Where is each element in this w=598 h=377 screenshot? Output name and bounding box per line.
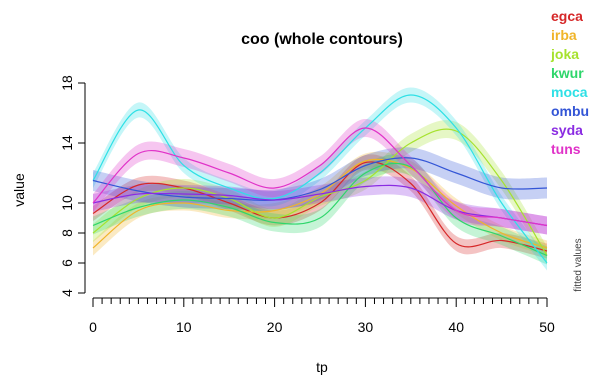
- x-tick-label: 10: [176, 319, 192, 335]
- band-irba: [93, 151, 547, 256]
- chart-title: coo (whole contours): [241, 31, 403, 48]
- x-tick-label: 30: [358, 319, 374, 335]
- line-joka: [92, 128, 548, 256]
- band-moca: [93, 87, 547, 271]
- y-tick-label: 8: [59, 229, 75, 237]
- y-tick-label: 18: [59, 75, 75, 91]
- y-tick-label: 4: [59, 289, 75, 297]
- legend: egca irba joka kwur moca ombu syda tuns: [550, 8, 589, 157]
- legend-entry-moca: moca: [551, 84, 588, 100]
- legend-entry-kwur: kwur: [551, 65, 584, 81]
- y-tick-label: 14: [59, 135, 75, 151]
- band-egca: [93, 154, 547, 259]
- y-tick-label: 10: [59, 195, 75, 211]
- y-axis: 4 6 8 10 14 18: [59, 75, 86, 297]
- line-ombu: [92, 157, 548, 202]
- legend-entry-egca: egca: [551, 8, 583, 24]
- fitted-values-label: fitted values: [573, 238, 584, 291]
- line-tuns: [92, 127, 548, 227]
- confidence-bands: [93, 87, 547, 271]
- line-kwur: [92, 162, 548, 257]
- legend-entry-syda: syda: [551, 122, 583, 138]
- legend-entry-irba: irba: [551, 27, 577, 43]
- x-tick-label: 40: [448, 319, 464, 335]
- band-joka: [93, 120, 547, 265]
- x-axis-label: tp: [316, 359, 328, 375]
- x-tick-label: 20: [267, 319, 283, 335]
- legend-entry-joka: joka: [550, 46, 579, 62]
- x-tick-label: 50: [539, 319, 555, 335]
- legend-entry-tuns: tuns: [551, 141, 581, 157]
- line-egca: [92, 161, 548, 252]
- band-tuns: [93, 119, 547, 235]
- line-moca: [92, 94, 548, 264]
- x-axis: 0 10 20 30 40 50: [89, 297, 555, 335]
- band-kwur: [93, 154, 547, 265]
- x-tick-label: 0: [89, 319, 97, 335]
- y-tick-label: 6: [59, 259, 75, 267]
- legend-entry-ombu: ombu: [551, 103, 589, 119]
- y-axis-label: value: [11, 173, 27, 207]
- series-lines: [92, 94, 548, 264]
- line-syda: [92, 184, 548, 227]
